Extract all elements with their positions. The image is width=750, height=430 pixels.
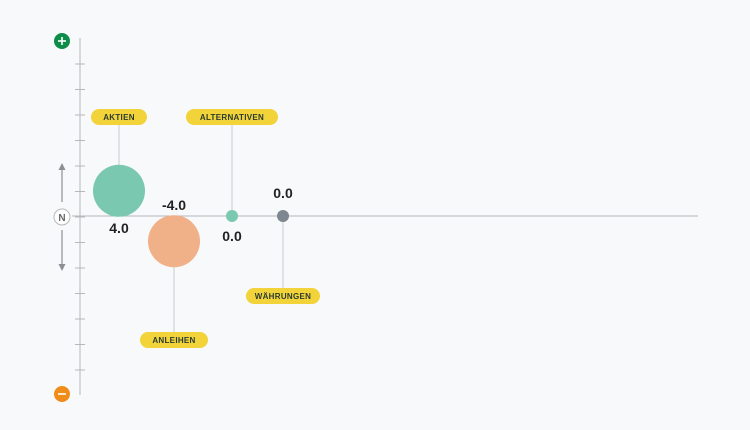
- minus-circle-icon: [54, 386, 70, 402]
- y-axis-ticks: [75, 63, 85, 371]
- arrow-up-icon: [58, 163, 66, 202]
- point-tag: [91, 109, 147, 125]
- chart-point[interactable]: ANLEIHEN -4.0: [140, 197, 208, 348]
- neutral-badge: N: [53, 208, 71, 226]
- axis-layer: N: [53, 33, 698, 402]
- point-bubble[interactable]: [93, 164, 145, 217]
- point-value-label: 4.0: [109, 220, 129, 236]
- chart-point[interactable]: ALTERNATIVEN 0.0: [186, 109, 278, 244]
- neutral-label: N: [58, 213, 65, 224]
- point-tag: [140, 332, 208, 348]
- chart-point[interactable]: WÄHRUNGEN 0.0: [246, 185, 320, 304]
- chart-point[interactable]: AKTIEN 4.0: [91, 109, 147, 236]
- point-value-label: -4.0: [162, 197, 186, 213]
- point-tag-label: AKTIEN: [103, 113, 135, 122]
- point-tag-label: ALTERNATIVEN: [200, 113, 264, 122]
- point-tag: [186, 109, 278, 125]
- point-tag: [246, 288, 320, 304]
- arrow-down-icon: [58, 230, 66, 271]
- point-bubble[interactable]: [148, 215, 200, 268]
- point-bubble[interactable]: [277, 210, 289, 222]
- plus-circle-icon: [54, 33, 70, 49]
- point-value-label: 0.0: [273, 185, 293, 201]
- point-tag-label: ANLEIHEN: [152, 336, 195, 345]
- point-value-label: 0.0: [222, 228, 242, 244]
- points-layer: AKTIEN4.0ANLEIHEN-4.0ALTERNATIVEN0.0WÄHR…: [91, 109, 320, 348]
- point-bubble[interactable]: [226, 210, 238, 222]
- point-tag-label: WÄHRUNGEN: [255, 292, 311, 301]
